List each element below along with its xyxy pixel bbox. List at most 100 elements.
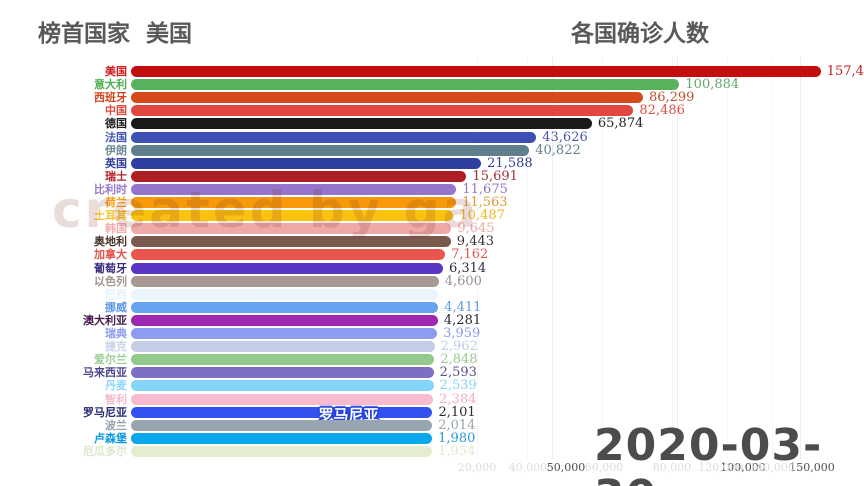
bar-row: 西班牙 86,299 bbox=[0, 90, 864, 106]
country-label: 厄瓜多尔 bbox=[83, 444, 127, 458]
value-label: 82,486 bbox=[639, 103, 685, 119]
axis-tick-label-faded: 80,000 bbox=[652, 461, 692, 474]
country-label: 伊朗 bbox=[105, 143, 127, 157]
bar-overlay-label: 罗马尼亚 bbox=[318, 405, 379, 424]
bar-row: 德国 65,874 bbox=[0, 116, 864, 132]
country-label: 以色列 bbox=[94, 274, 127, 288]
country-label: 葡萄牙 bbox=[94, 261, 127, 275]
value-label: 2,101 bbox=[438, 404, 476, 420]
value-label: 4,600 bbox=[444, 273, 482, 289]
value-label: 10,487 bbox=[459, 208, 505, 224]
country-label: 意大利 bbox=[94, 78, 127, 92]
bar-row: 瑞士 15,691 bbox=[0, 168, 864, 184]
axis-tick-label: 100,000 bbox=[720, 461, 766, 474]
bar-row: 厄瓜多尔 1,954 bbox=[0, 444, 864, 459]
bar bbox=[131, 354, 435, 366]
country-label: 法国 bbox=[105, 130, 127, 144]
bar bbox=[131, 157, 482, 169]
value-label: 7,162 bbox=[451, 247, 489, 263]
bar-row: 葡萄牙 6,314 bbox=[0, 260, 864, 276]
value-label: 4,411 bbox=[444, 299, 482, 315]
bar bbox=[131, 197, 457, 208]
bar bbox=[131, 223, 452, 235]
value-label: 157,414 bbox=[826, 64, 864, 79]
value-label: 65,874 bbox=[597, 116, 644, 132]
bar-row: 瑞典 3,959 bbox=[0, 326, 864, 341]
value-label: 3,959 bbox=[443, 326, 481, 341]
bar bbox=[131, 288, 438, 300]
axis-tick-label-faded: 20,000 bbox=[457, 461, 497, 474]
country-label: 奥地利 bbox=[94, 235, 127, 249]
value-label: 2,539 bbox=[439, 378, 477, 394]
bar-row: 捷克 2,962 bbox=[0, 339, 864, 355]
bar-row: 挪威 4,411 bbox=[0, 299, 864, 315]
country-label: 土耳其 bbox=[94, 209, 127, 223]
bar-row: 比利时 11,675 bbox=[0, 181, 864, 197]
bar bbox=[131, 393, 434, 405]
bar bbox=[131, 419, 433, 431]
bar bbox=[131, 275, 439, 287]
country-label: 西班牙 bbox=[94, 91, 127, 105]
value-label: 15,691 bbox=[472, 168, 518, 184]
bar bbox=[131, 367, 434, 379]
country-label: 智利 bbox=[105, 392, 127, 406]
bar bbox=[131, 301, 439, 313]
bar bbox=[131, 170, 467, 182]
bar bbox=[131, 105, 634, 117]
value-label: 4,281 bbox=[443, 312, 482, 328]
country-label: 罗马尼亚 bbox=[83, 405, 127, 419]
country-label: 荷兰 bbox=[105, 196, 127, 209]
value-label: 2,962 bbox=[440, 339, 478, 355]
value-label: 1,980 bbox=[438, 430, 476, 446]
chart-title: 各国确诊人数 bbox=[571, 21, 709, 47]
axis-tick-label-faded: 140,000 bbox=[749, 461, 795, 474]
country-label: 比利时 bbox=[94, 182, 127, 196]
bar-row: 爱尔兰 2,848 bbox=[0, 353, 864, 367]
axis-tick-label-faded: 120,000 bbox=[698, 461, 744, 474]
bar-row: 加拿大 7,162 bbox=[0, 247, 864, 263]
value-label: 100,884 bbox=[685, 77, 740, 93]
gridline-faint bbox=[727, 56, 728, 459]
bar bbox=[131, 66, 821, 77]
country-label: 马来西亚 bbox=[83, 366, 127, 380]
value-label: 86,299 bbox=[648, 90, 695, 106]
bar bbox=[131, 79, 680, 91]
bar-row: 中国 82,486 bbox=[0, 103, 864, 119]
value-label: 43,626 bbox=[542, 129, 588, 145]
gridline-faint bbox=[772, 56, 773, 459]
gridline-faint bbox=[527, 56, 528, 459]
bar-row: 智利 2,384 bbox=[0, 392, 864, 407]
bar bbox=[131, 314, 438, 326]
value-label: 21,588 bbox=[487, 155, 533, 171]
value-label: 2,014 bbox=[438, 417, 476, 433]
bar bbox=[131, 118, 592, 130]
country-label: 美国 bbox=[105, 65, 127, 78]
bar bbox=[131, 249, 446, 261]
leader-caption: 榜首国家 美国 bbox=[38, 21, 193, 47]
gridline-faint bbox=[477, 56, 478, 459]
country-label: 德国 bbox=[105, 117, 127, 131]
country-label: 瑞士 bbox=[105, 169, 127, 183]
bar bbox=[131, 445, 433, 457]
country-label: 挪威 bbox=[105, 300, 127, 314]
country-label: 丹麦 bbox=[105, 379, 127, 393]
gridline bbox=[552, 56, 553, 459]
value-label: 11,675 bbox=[462, 181, 508, 197]
bar bbox=[131, 144, 530, 156]
gridline bbox=[677, 56, 678, 459]
bar bbox=[131, 210, 454, 222]
bar-row: 巴西 bbox=[0, 288, 864, 302]
axis-tick-label: 150,000 bbox=[789, 461, 835, 474]
value-label: 9,443 bbox=[456, 234, 495, 250]
value-label: 40,822 bbox=[535, 142, 581, 158]
country-label: 捷克 bbox=[105, 340, 127, 354]
country-label: 爱尔兰 bbox=[94, 353, 127, 367]
bar bbox=[131, 183, 457, 195]
country-label: 加拿大 bbox=[94, 248, 127, 262]
bar bbox=[131, 341, 435, 353]
axis-tick-label: 50,000 bbox=[546, 461, 586, 474]
value-label: 6,314 bbox=[448, 260, 487, 276]
country-label: 中国 bbox=[105, 104, 127, 118]
bar bbox=[131, 92, 643, 104]
